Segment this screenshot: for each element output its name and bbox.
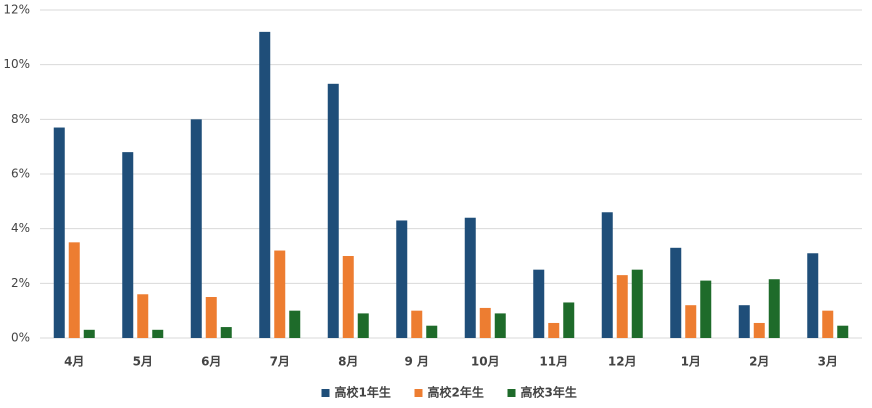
legend-label: 高校2年生 [428, 385, 484, 400]
bar [357, 313, 369, 338]
x-tick-label: 12月 [608, 355, 637, 369]
bar [700, 280, 712, 338]
x-tick-label: 3月 [818, 355, 838, 369]
bar [479, 307, 491, 338]
bar [563, 302, 575, 338]
legend-swatch [414, 389, 423, 397]
bar [494, 313, 506, 338]
bar [396, 220, 408, 338]
legend-swatch [507, 389, 516, 397]
x-tick-label: 5月 [133, 355, 153, 369]
x-tick-label: 7月 [270, 355, 290, 369]
legend-label: 高校3年生 [521, 385, 577, 400]
bar [259, 31, 271, 338]
bar [533, 269, 545, 338]
bar [190, 119, 202, 338]
bar [631, 269, 643, 338]
y-tick-label: 6% [11, 167, 30, 181]
bar [548, 322, 560, 338]
bar [83, 329, 95, 338]
y-tick-label: 12% [3, 3, 30, 17]
y-tick-label: 8% [11, 112, 30, 126]
bar [152, 329, 164, 338]
x-tick-label: 9 月 [404, 355, 429, 369]
bar [274, 250, 286, 338]
x-tick-label: 4月 [64, 355, 84, 369]
legend: 高校1年生 高校2年生 高校3年生 [321, 385, 577, 400]
bar [670, 247, 682, 338]
x-tick-label: 10月 [471, 355, 500, 369]
y-tick-label: 4% [11, 221, 30, 235]
bar [205, 297, 217, 338]
bar [685, 305, 697, 338]
bar [753, 322, 765, 338]
bar [137, 294, 149, 338]
x-tick-label: 8月 [338, 355, 358, 369]
bar [289, 310, 301, 338]
x-tick-label: 1月 [681, 355, 701, 369]
bar [738, 305, 750, 338]
bar [464, 217, 476, 338]
bar [426, 325, 438, 338]
legend-label: 高校1年生 [335, 385, 391, 400]
bar [411, 310, 423, 338]
bar [768, 279, 780, 338]
x-tick-label: 11月 [539, 355, 568, 369]
bar [616, 275, 628, 338]
bar [807, 253, 819, 338]
y-tick-label: 0% [11, 331, 30, 345]
x-tick-label: 2月 [749, 355, 769, 369]
bar [837, 325, 849, 338]
bar [68, 242, 80, 338]
bar [342, 256, 354, 338]
bar [822, 310, 834, 338]
bar [220, 327, 232, 338]
x-tick-label: 6月 [201, 355, 221, 369]
bar [601, 212, 613, 338]
bar [53, 127, 65, 339]
y-tick-label: 10% [3, 57, 30, 71]
bar [122, 152, 134, 338]
bar [327, 83, 339, 338]
legend-swatch [321, 389, 330, 397]
y-tick-label: 2% [11, 276, 30, 290]
